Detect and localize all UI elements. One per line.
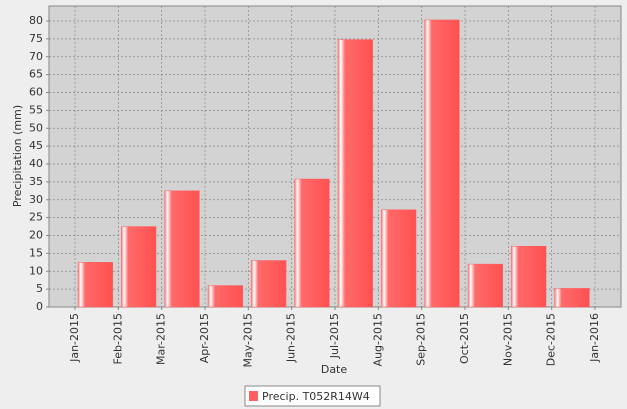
bar: [164, 190, 200, 308]
y-tick-label: 35: [29, 175, 43, 188]
y-tick-label: 0: [36, 300, 43, 313]
y-tick-label: 80: [29, 14, 43, 27]
y-tick-label: 50: [29, 121, 43, 134]
y-tick-label: 20: [29, 229, 43, 242]
bar: [337, 39, 373, 308]
y-tick-label: 60: [29, 86, 43, 99]
bar: [467, 263, 503, 308]
x-axis-label: Date: [321, 363, 348, 376]
x-tick-label: May-2015: [241, 313, 254, 368]
x-tick-label: Oct-2015: [458, 313, 471, 364]
bar: [121, 226, 157, 308]
y-tick-label: 70: [29, 50, 43, 63]
y-tick-label: 15: [29, 246, 43, 259]
y-tick-label: 25: [29, 211, 43, 224]
x-tick-label: Feb-2015: [111, 313, 124, 364]
bar: [424, 19, 460, 308]
legend: [244, 385, 381, 407]
x-tick-label: Jun-2015: [285, 313, 298, 363]
y-tick-label: 65: [29, 68, 43, 81]
x-tick-label: Jan-2016: [588, 313, 601, 363]
x-tick-label: Dec-2015: [545, 313, 558, 366]
bar: [251, 260, 287, 308]
x-tick-label: Aug-2015: [371, 313, 384, 366]
x-tick-label: Apr-2015: [198, 313, 211, 363]
bar: [294, 178, 330, 308]
x-tick-label: Nov-2015: [501, 313, 514, 366]
x-tick-label: Jul-2015: [328, 313, 341, 359]
bar: [77, 262, 113, 308]
bar: [207, 285, 243, 308]
y-tick-label: 30: [29, 193, 43, 206]
legend-label: Precip. T052R14W4: [262, 390, 370, 403]
x-tick-label: Jan-2015: [68, 313, 81, 363]
y-tick-label: 40: [29, 157, 43, 170]
bar: [381, 209, 417, 308]
bar: [511, 245, 547, 308]
y-tick-label: 55: [29, 103, 43, 116]
legend-swatch: [249, 391, 258, 401]
y-tick-label: 45: [29, 139, 43, 152]
legend-box: [244, 385, 381, 407]
y-tick-label: 5: [36, 282, 43, 295]
y-axis-label: Precipitation (mm): [11, 105, 24, 207]
bar: [554, 288, 590, 308]
y-tick-label: 75: [29, 32, 43, 45]
x-tick-label: Sep-2015: [415, 313, 428, 366]
x-tick-label: Mar-2015: [155, 313, 168, 365]
y-tick-label: 10: [29, 264, 43, 277]
